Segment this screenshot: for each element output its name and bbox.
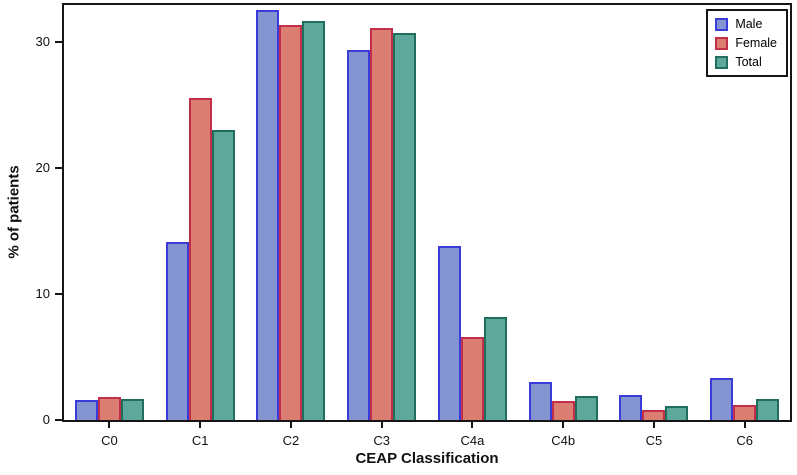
x-tick-mark (380, 422, 383, 428)
bar-group-c6: C6 (699, 5, 790, 448)
plot-area: 0 10 20 30 C0 C1 C2 C3 C4a C4b C5 C6 Male Female Tot… (36, 3, 792, 448)
y-tick-mark (55, 292, 62, 295)
x-tick-mark (743, 422, 746, 428)
y-tick-label: 30 (35, 33, 50, 49)
bar-group-c5: C5 (609, 5, 700, 448)
bar-total-c3 (393, 32, 417, 420)
y-tick-mark (55, 166, 62, 169)
x-tick-mark (199, 422, 202, 428)
bar-female-c6 (733, 404, 757, 420)
bar-female-c4a (460, 336, 484, 420)
bar-male-c5 (619, 394, 643, 420)
x-tick-label: C6 (736, 433, 753, 448)
bar-male-c2 (256, 10, 280, 420)
x-tick-mark (652, 422, 655, 428)
bar-group-c3: C3 (336, 5, 427, 448)
bar-group-c0: C0 (64, 5, 155, 448)
bar-group-c4a: C4a (427, 5, 518, 448)
x-tick-label: C4a (460, 433, 485, 448)
x-tick-mark (471, 422, 474, 428)
x-tick-mark (289, 422, 292, 428)
bar-male-c1 (165, 242, 189, 420)
bar-male-c3 (347, 50, 371, 420)
x-tick-label: C3 (373, 433, 390, 448)
y-tick-label: 10 (35, 285, 50, 301)
bar-female-c3 (370, 27, 394, 420)
bar-female-c0 (97, 397, 121, 420)
legend-item-total: Total (715, 55, 777, 69)
bar-female-c2 (279, 25, 303, 420)
legend-item-male: Male (715, 17, 777, 31)
y-axis-ticks: 0 10 20 30 (36, 5, 790, 427)
bar-male-c4a (437, 245, 461, 420)
bar-female-c5 (642, 409, 666, 420)
legend-label: Male (735, 17, 763, 31)
legend-label: Female (735, 36, 777, 50)
total-swatch-icon (715, 55, 729, 69)
y-tick-label: 0 (42, 412, 50, 427)
bar-total-c6 (756, 398, 780, 420)
x-tick-label: C2 (282, 433, 300, 448)
bar-group-c4b: C4b (518, 5, 609, 448)
legend-item-female: Female (715, 36, 777, 50)
bar-female-c4b (551, 401, 575, 420)
bar-total-c0 (120, 398, 144, 420)
bar-total-c5 (665, 406, 689, 420)
x-tick-mark (108, 422, 111, 428)
female-swatch-icon (715, 36, 729, 50)
bar-female-c1 (188, 98, 212, 420)
legend-label: Total (735, 55, 762, 69)
bar-male-c0 (74, 399, 98, 420)
y-tick-mark (55, 40, 62, 43)
bar-male-c6 (710, 378, 734, 420)
y-tick-mark (55, 419, 62, 421)
legend: Male Female Total (706, 9, 788, 77)
y-axis-title: % of patients (5, 165, 23, 259)
bar-total-c1 (211, 129, 235, 420)
male-swatch-icon (715, 17, 729, 31)
y-tick-label: 20 (35, 159, 50, 175)
x-tick-label: C5 (645, 433, 663, 448)
bar-total-c2 (302, 21, 326, 420)
bar-group-c2: C2 (246, 5, 337, 448)
x-tick-mark (562, 422, 565, 428)
x-tick-label: C1 (191, 433, 209, 448)
bar-total-c4b (574, 396, 598, 420)
bar-male-c4b (528, 382, 552, 420)
bar-total-c4a (483, 316, 507, 420)
bar-group-c1: C1 (155, 5, 246, 448)
x-tick-label: C0 (101, 433, 118, 448)
x-axis-title: CEAP Classification (355, 450, 499, 467)
bar-groups: C0 C1 C2 C3 C4a C4b C5 C6 (64, 5, 790, 448)
x-tick-label: C4b (551, 433, 576, 448)
